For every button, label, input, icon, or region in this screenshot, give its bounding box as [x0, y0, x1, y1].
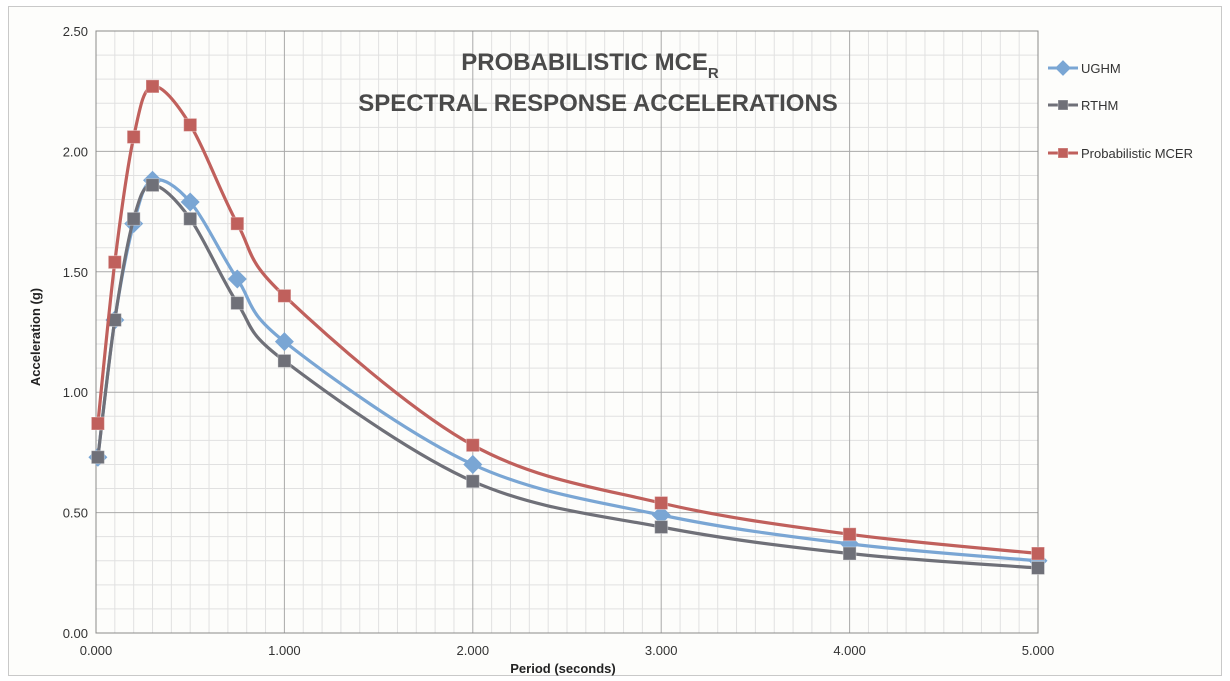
data-point-ughm	[227, 269, 247, 289]
legend-label-probabilistic-mcer: Probabilistic MCER	[1081, 146, 1193, 161]
series-line-probabilistic-mcer	[96, 84, 1039, 556]
data-point-rthm	[145, 178, 160, 193]
data-point-rthm	[1031, 560, 1045, 575]
x-tick-label: 2.000	[457, 643, 490, 658]
data-point-rthm	[90, 450, 105, 465]
legend-marker-probabilistic-mcer	[1057, 147, 1069, 159]
legend-marker-ughm	[1055, 60, 1071, 76]
data-point-rthm	[465, 474, 480, 489]
data-point-probabilistic-mcer	[107, 255, 122, 270]
data-point-probabilistic-mcer	[145, 79, 160, 94]
y-tick-label: 1.50	[63, 265, 88, 280]
x-tick-label: 0.000	[80, 643, 113, 658]
y-tick-label: 0.50	[63, 506, 88, 521]
y-axis-label: Acceleration (g)	[28, 288, 43, 386]
series-line-rthm	[96, 183, 1039, 570]
legend-label-ughm: UGHM	[1081, 61, 1121, 76]
x-tick-label: 1.000	[268, 643, 301, 658]
chart-title-line1: PROBABILISTIC MCER	[461, 49, 719, 82]
y-tick-label: 2.50	[63, 24, 88, 39]
major-grid	[95, 30, 1039, 634]
data-point-probabilistic-mcer	[183, 117, 198, 132]
y-tick-label: 1.00	[63, 385, 88, 400]
legend-label-rthm: RTHM	[1081, 98, 1118, 113]
data-point-probabilistic-mcer	[90, 416, 105, 431]
data-point-probabilistic-mcer	[126, 129, 141, 144]
plot-area-border	[95, 30, 1039, 634]
data-point-probabilistic-mcer	[230, 216, 245, 231]
data-point-probabilistic-mcer	[842, 527, 857, 542]
series-line-ughm	[96, 177, 1039, 563]
series-layer	[88, 79, 1048, 575]
legend: UGHM RTHM Probabilistic MCER	[1048, 60, 1193, 161]
x-tick-label: 5.000	[1022, 643, 1055, 658]
legend-marker-rthm	[1057, 99, 1069, 111]
series-rthm	[90, 178, 1045, 575]
chart-title-line2: SPECTRAL RESPONSE ACCELERATIONS	[358, 90, 838, 117]
chart-title-line1-subscript: R	[708, 65, 719, 82]
data-point-probabilistic-mcer	[277, 288, 292, 303]
series-probabilistic-mcer	[90, 79, 1045, 561]
legend-item-ughm: UGHM	[1048, 60, 1121, 76]
x-tick-label: 3.000	[645, 643, 678, 658]
legend-item-probabilistic-mcer: Probabilistic MCER	[1048, 146, 1193, 161]
chart-title: PROBABILISTIC MCER SPECTRAL RESPONSE ACC…	[358, 49, 838, 117]
data-point-rthm	[126, 211, 141, 226]
data-point-rthm	[183, 211, 198, 226]
chart-title-line1-main: PROBABILISTIC MCE	[461, 49, 708, 76]
data-point-rthm	[230, 296, 245, 311]
data-point-ughm	[180, 192, 200, 212]
y-tick-label: 2.00	[63, 144, 88, 159]
x-axis-label: Period (seconds)	[510, 661, 615, 676]
y-tick-label: 0.00	[63, 626, 88, 641]
data-point-ughm	[463, 454, 483, 474]
data-point-probabilistic-mcer	[1031, 546, 1045, 561]
data-point-rthm	[654, 520, 669, 535]
data-point-ughm	[274, 332, 294, 352]
data-point-probabilistic-mcer	[654, 495, 669, 510]
data-point-rthm	[277, 353, 292, 368]
data-point-probabilistic-mcer	[465, 438, 480, 453]
tick-labels: 0.000 1.000 2.000 3.000 4.000 5.000 0.00 0.50 1.…	[63, 24, 1055, 658]
chart-frame	[8, 6, 1222, 676]
data-point-rthm	[842, 546, 857, 561]
x-tick-label: 4.000	[833, 643, 866, 658]
minor-grid	[96, 31, 1038, 633]
legend-item-rthm: RTHM	[1048, 98, 1118, 113]
